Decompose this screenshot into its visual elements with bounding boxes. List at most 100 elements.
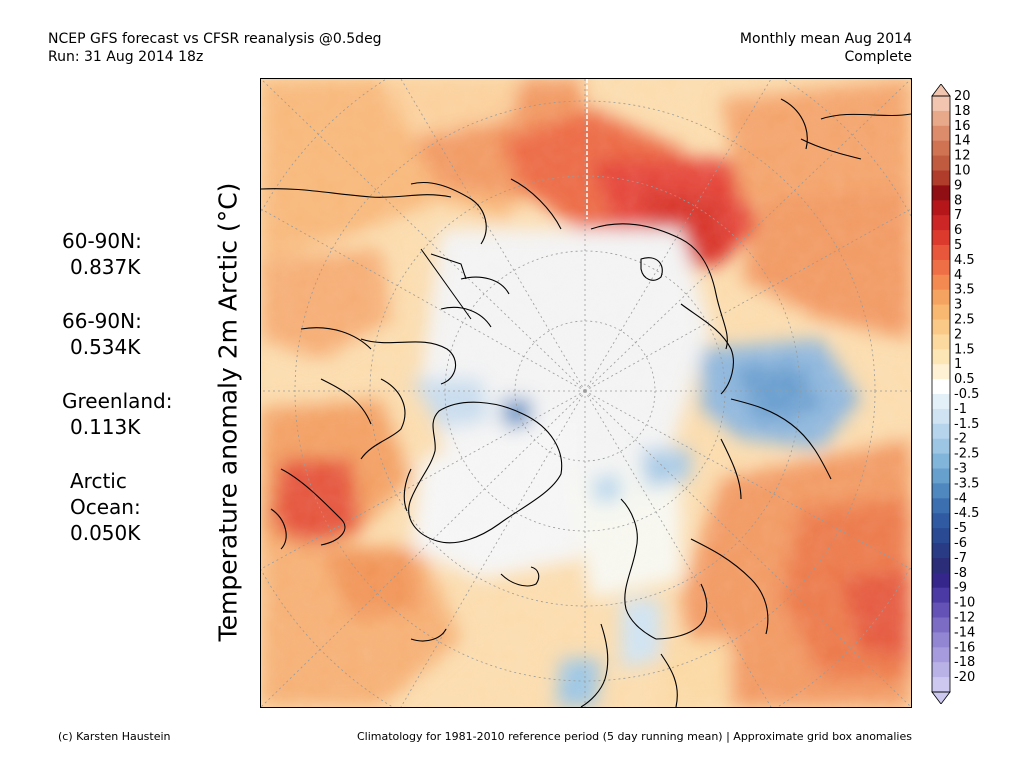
stat-value: 0.113K: [70, 415, 141, 439]
colorbar-tick-label: -1.5: [954, 417, 979, 432]
colorbar-segment: [932, 498, 950, 514]
stat-value: 0.837K: [70, 255, 141, 279]
colorbar-segment: [932, 259, 950, 276]
colorbar-tick-label: -16: [954, 640, 975, 655]
colorbar-segment: [932, 245, 950, 261]
stat-label: Arctic: [70, 469, 127, 493]
stat-greenland: Greenland: 0.113K: [62, 388, 173, 440]
colorbar-tick-label: -2: [954, 432, 967, 447]
colorbar-segment: [932, 513, 950, 529]
colorbar-segment: [932, 662, 950, 678]
colorbar-max-arrow: [931, 83, 951, 97]
colorbar-segment: [932, 364, 950, 380]
colorbar-tick-label: 0.5: [954, 372, 975, 387]
colorbar-segment: [932, 677, 950, 693]
stat-value: 0.534K: [70, 335, 141, 359]
colorbar-tick-label: 16: [954, 119, 971, 134]
colorbar-segment: [932, 289, 950, 305]
header-left: NCEP GFS forecast vs CFSR reanalysis @0.…: [48, 30, 382, 66]
colorbar-segment: [932, 557, 950, 574]
colorbar-segment: [932, 200, 950, 216]
colorbar-tick-label: -18: [954, 655, 975, 670]
colorbar-segment: [932, 483, 950, 499]
colorbar-segment: [932, 215, 950, 231]
colorbar-tick-label: -6: [954, 536, 967, 551]
colorbar-tick-label: -4: [954, 491, 967, 506]
colorbar-tick-label: -3: [954, 462, 967, 477]
stat-label-2: Ocean:: [70, 495, 141, 519]
colorbar-tick-label: 1.5: [954, 342, 975, 357]
colorbar-tick-label: -4.5: [954, 506, 979, 521]
colorbar-segment: [932, 185, 950, 201]
colorbar-frame: [931, 95, 951, 693]
colorbar-tick-label: 8: [954, 193, 962, 208]
colorbar-segment: [932, 125, 950, 142]
colorbar-segment: [932, 543, 950, 559]
colorbar-segment: [932, 617, 950, 633]
colorbar-tick-label: -5: [954, 521, 967, 536]
colorbar-segment: [932, 394, 950, 410]
stat-label: 66-90N:: [62, 309, 142, 333]
stat-66-90n: 66-90N: 0.534K: [62, 308, 142, 360]
colorbar-tick-label: -8: [954, 566, 967, 581]
colorbar-tick-label: 14: [954, 134, 971, 149]
colorbar-segment: [932, 170, 950, 186]
colorbar-tick-label: 5: [954, 238, 962, 253]
colorbar-segment: [932, 230, 950, 246]
colorbar-segment: [932, 140, 950, 156]
colorbar-segment: [932, 379, 950, 395]
graticule: [261, 79, 911, 707]
colorbar-segment: [932, 110, 950, 127]
colorbar-segment: [932, 319, 950, 335]
colorbar-tick-label: 6: [954, 223, 962, 238]
colorbar-tick-label: 4: [954, 268, 962, 283]
colorbar-segment: [932, 438, 950, 454]
colorbar-tick-label: -14: [954, 625, 975, 640]
colorbar-tick-label: -12: [954, 611, 975, 626]
colorbar-segment: [932, 274, 950, 291]
colorbar-tick-label: 1: [954, 357, 962, 372]
colorbar-tick-label: -2.5: [954, 447, 979, 462]
header-right: Monthly mean Aug 2014 Complete: [740, 30, 912, 66]
stat-arctic-ocean: Arctic Ocean: 0.050K: [70, 468, 141, 546]
stat-label: 60-90N:: [62, 229, 142, 253]
colorbar-tick-label: 2.5: [954, 313, 975, 328]
credit-label: (c) Karsten Haustein: [58, 730, 171, 743]
chart-title: NCEP GFS forecast vs CFSR reanalysis @0.…: [48, 31, 382, 47]
colorbar-tick-label: 12: [954, 149, 971, 164]
colorbar-segment: [932, 408, 950, 425]
colorbar: 20 18 16 14 12 10 9 8 7 6 5 4.5 4 3.5 3 2.5 2 1.5 1 0.5 -0.5…: [930, 83, 1020, 705]
colorbar-tick-label: -1: [954, 402, 967, 417]
colorbar-tick-label: -10: [954, 596, 975, 611]
map-canvas: [261, 79, 911, 707]
colorbar-segment: [932, 647, 950, 663]
colorbar-segment: [932, 453, 950, 469]
colorbar-tick-label: -7: [954, 551, 967, 566]
colorbar-tick-label: -20: [954, 670, 975, 685]
axis-label: Temperature anomaly 2m Arctic (°C): [213, 182, 243, 642]
colorbar-segment: [932, 572, 950, 589]
colorbar-segment: [932, 528, 950, 544]
colorbar-graphic: 201816141210987654.543.532.521.510.5-0.5…: [931, 83, 979, 705]
colorbar-tick-label: 18: [954, 104, 971, 119]
colorbar-segment: [932, 155, 950, 171]
colorbar-segment: [932, 468, 950, 484]
colorbar-tick-label: 9: [954, 178, 962, 193]
colorbar-tick-label: -9: [954, 581, 967, 596]
colorbar-segment: [932, 96, 950, 112]
colorbar-segment: [932, 423, 950, 440]
colorbar-tick-label: 4.5: [954, 253, 975, 268]
stat-value: 0.050K: [70, 521, 141, 545]
coastlines: [261, 98, 911, 707]
colorbar-tick-label: 10: [954, 164, 971, 179]
colorbar-tick-label: 3: [954, 298, 962, 313]
colorbar-segment: [932, 587, 950, 603]
colorbar-segment: [932, 632, 950, 648]
colorbar-tick-label: -0.5: [954, 387, 979, 402]
colorbar-min-arrow: [931, 691, 951, 705]
run-label: Run: 31 Aug 2014 18z: [48, 49, 204, 65]
status-label: Complete: [844, 49, 912, 65]
anomaly-map: [260, 78, 912, 708]
colorbar-tick-label: 3.5: [954, 283, 975, 298]
colorbar-tick-label: 7: [954, 208, 962, 223]
